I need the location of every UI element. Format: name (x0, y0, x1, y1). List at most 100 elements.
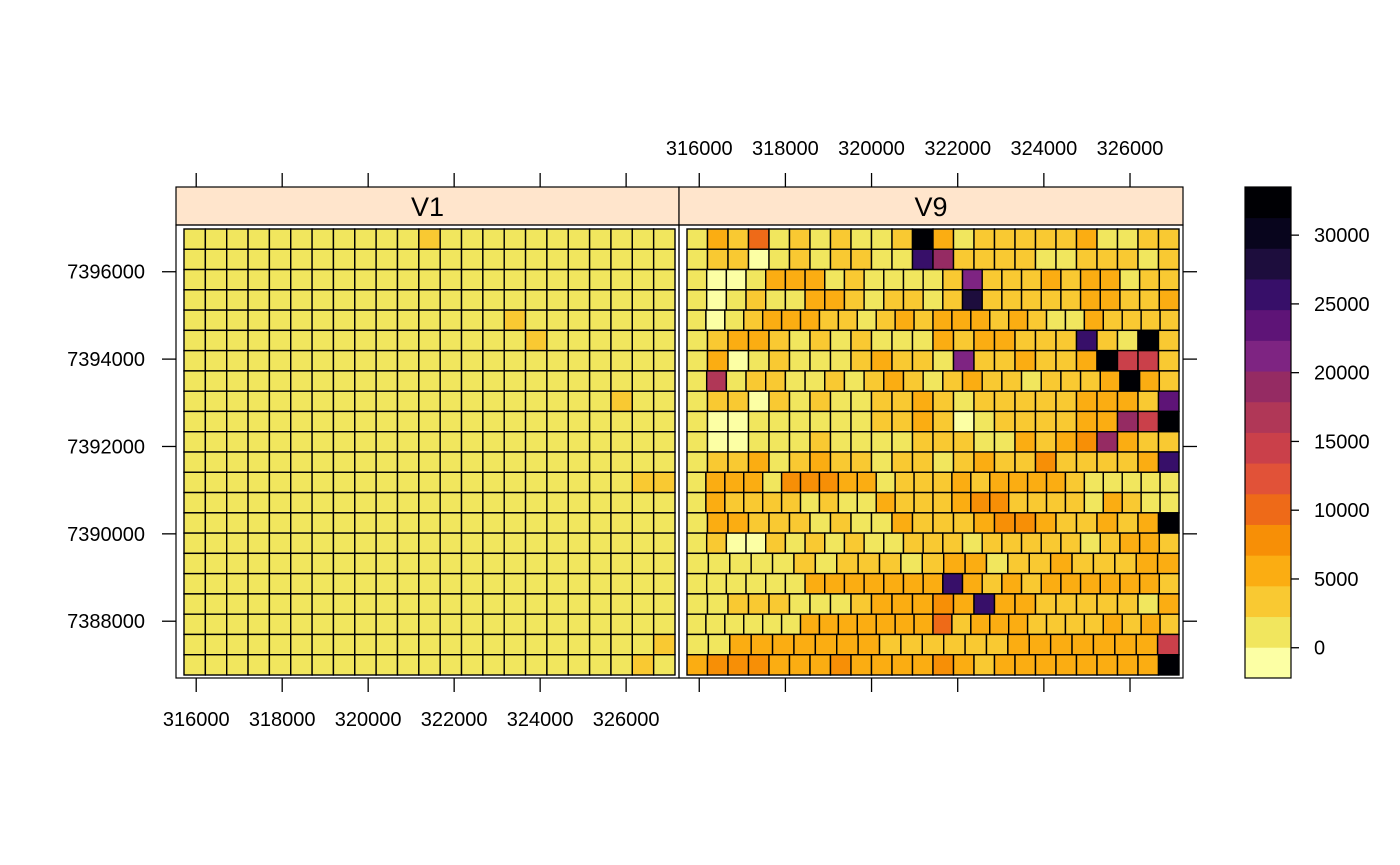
grid-cell (546, 613, 569, 636)
grid-cell (439, 370, 463, 392)
grid-cell (396, 268, 420, 291)
grid-cell (503, 451, 527, 473)
grid-cell (952, 329, 975, 352)
grid-cell (1140, 309, 1161, 332)
grid-cell (1020, 532, 1042, 555)
grid-cell (891, 431, 914, 453)
grid-cell (268, 471, 292, 494)
grid-cell (204, 309, 228, 332)
grid-cell (375, 370, 399, 392)
grid-cell (418, 654, 441, 676)
grid-cell (724, 471, 745, 494)
grid-cell (747, 329, 770, 352)
grid-cell (1116, 593, 1139, 615)
grid-cell (268, 451, 292, 473)
grid-cell (460, 471, 484, 494)
colorbar-segment (1245, 340, 1291, 372)
grid-cell (725, 370, 747, 392)
grid-cell (354, 268, 377, 291)
grid-cell (247, 268, 271, 291)
grid-cell (546, 491, 569, 514)
grid-cell (482, 613, 505, 636)
grid-cell (631, 329, 655, 352)
grid-cell (932, 512, 955, 534)
grid-cell (439, 471, 463, 494)
grid-cell (503, 471, 527, 494)
grid-cell (311, 593, 335, 615)
grid-cell (952, 248, 975, 271)
grid-cell (761, 471, 783, 494)
grid-cell (247, 248, 271, 271)
y-tick-label: 7388000 (67, 611, 145, 633)
grid-cell (788, 228, 811, 250)
grid-cell (784, 572, 806, 595)
grid-cell (610, 532, 634, 555)
grid-cell (1055, 349, 1078, 372)
colorbar-tick-label: 30000 (1314, 225, 1370, 247)
grid-cell (932, 471, 953, 494)
grid-cell (610, 593, 634, 615)
grid-cell (1135, 552, 1159, 575)
grid-cell (829, 451, 852, 473)
grid-cell (1159, 613, 1180, 636)
grid-cell (1116, 349, 1139, 372)
grid-cell (1135, 633, 1159, 656)
grid-cell (1055, 329, 1078, 352)
grid-cell (332, 532, 356, 555)
grid-cell (204, 289, 228, 311)
grid-cell (418, 370, 441, 392)
grid-cell (913, 471, 934, 494)
grid-cell (396, 633, 420, 656)
grid-cell (1034, 431, 1057, 453)
grid-cell (784, 532, 806, 555)
grid-cell (1102, 613, 1123, 636)
grid-cell (1119, 289, 1141, 311)
grid-cell (268, 349, 292, 372)
grid-cell (225, 431, 249, 453)
grid-cell (439, 268, 463, 291)
grid-cell (631, 248, 655, 271)
grid-cell (354, 654, 377, 676)
grid-cell (439, 228, 463, 250)
grid-cell (1116, 654, 1139, 676)
grid-cell (375, 248, 399, 271)
grid-cell (524, 572, 548, 595)
colorbar-segment (1245, 647, 1291, 679)
grid-cell (837, 491, 859, 514)
grid-cell (942, 289, 964, 311)
grid-cell (460, 593, 484, 615)
grid-cell (894, 613, 915, 636)
grid-cell (652, 309, 676, 332)
grid-cell (743, 309, 764, 332)
grid-cell (870, 451, 893, 473)
grid-cell (524, 349, 548, 372)
grid-cell (1020, 289, 1042, 311)
grid-cell (891, 410, 914, 433)
grid-cell (225, 572, 249, 595)
grid-cell (290, 309, 313, 332)
grid-cell (1040, 572, 1062, 595)
grid-cell (970, 309, 991, 332)
grid-cell (1096, 329, 1119, 352)
x-tick-label-top: 324000 (1010, 138, 1077, 160)
grid-cell (768, 228, 791, 250)
grid-cell (686, 309, 707, 332)
grid-cell (268, 431, 292, 453)
grid-cell (588, 552, 612, 575)
grid-cell (652, 289, 676, 311)
grid-cell (707, 552, 731, 575)
x-tick-label-top: 316000 (666, 138, 733, 160)
grid-cell (311, 654, 335, 676)
grid-cell (588, 349, 612, 372)
grid-cell (588, 390, 612, 413)
grid-cell (418, 268, 441, 291)
grid-cell (418, 491, 441, 514)
grid-cell (652, 370, 676, 392)
grid-cell (524, 633, 548, 656)
grid-cell (546, 349, 569, 372)
grid-cell (183, 633, 207, 656)
grid-cell (652, 633, 676, 656)
grid-cell (396, 309, 420, 332)
grid-cell (460, 329, 484, 352)
grid-cell (290, 532, 313, 555)
